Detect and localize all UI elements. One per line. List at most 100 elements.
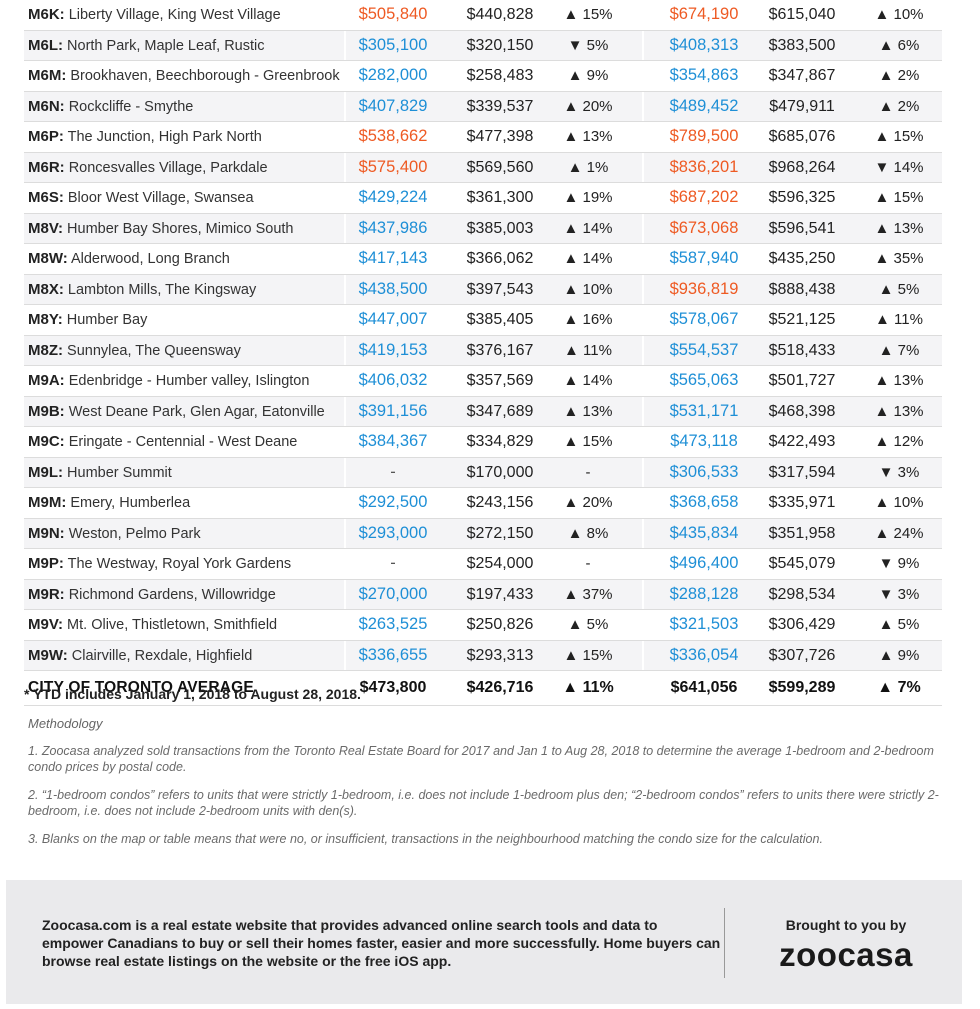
one-bed-ytd-price: $419,153 [358, 340, 428, 359]
one-bed-change-pct: 13% [582, 128, 613, 145]
column-divider [642, 427, 644, 457]
triangle-up-icon: ▲ [563, 219, 579, 237]
average-one-bed-ytd: $473,800 [359, 679, 427, 696]
triangle-up-icon: ▲ [563, 97, 579, 115]
neighbourhood-name: Humber Bay Shores, Mimico South [67, 220, 294, 237]
triangle-up-icon: ▲ [563, 6, 579, 23]
two-bed-2017-price: $479,911 [769, 97, 835, 115]
neighbourhood-name: The Junction, High Park North [67, 129, 262, 145]
column-divider [642, 640, 644, 670]
neighbourhood-cell: M9N: Weston, Pelmo Park [28, 519, 346, 549]
neighbourhood-cell: M9L: Humber Summit [28, 458, 346, 488]
brought-to-you-by: Brought to you by [785, 917, 907, 933]
two-bed-2017-price: $521,125 [768, 311, 836, 328]
one-bed-change-pct: 5% [586, 616, 609, 633]
one-bed-change: ▲ 37% [551, 580, 625, 610]
neighbourhood-name: North Park, Maple Leaf, Rustic [67, 37, 265, 54]
column-divider [642, 457, 644, 487]
two-bed-change: ▼ 9% [862, 549, 936, 579]
footer-divider [724, 908, 725, 978]
column-divider [642, 61, 644, 91]
one-bed-change: ▲ 10% [551, 275, 625, 305]
methodology-note-3: 3. Blanks on the map or table means that… [28, 832, 823, 846]
two-bed-change: ▼ 3% [862, 458, 936, 488]
two-bed-change-pct: 14% [893, 158, 924, 176]
column-divider [344, 213, 346, 243]
one-bed-ytd-price: $270,000 [358, 584, 428, 603]
triangle-up-icon: ▲ [563, 189, 579, 206]
average-one-bed-change-pct: 11% [582, 679, 614, 696]
table-row: M9P: The Westway, Royal York Gardens - $25… [24, 549, 942, 580]
triangle-up-icon: ▲ [563, 494, 579, 511]
two-bed-change: ▲ 13% [862, 214, 936, 244]
one-bed-change-pct: 20% [582, 494, 613, 511]
one-bed-ytd-price: $438,500 [358, 279, 428, 298]
one-bed-change: ▲ 9% [551, 61, 625, 91]
two-bed-ytd-price: $473,118 [670, 432, 738, 450]
one-bed-ytd-price: $437,986 [358, 218, 428, 237]
one-bed-change-pct: 14% [582, 372, 613, 389]
column-divider [344, 305, 346, 335]
column-divider [642, 213, 644, 243]
two-bed-ytd-price: $288,128 [669, 584, 739, 603]
triangle-up-icon: ▲ [567, 616, 583, 633]
two-bed-ytd-price: $489,452 [669, 96, 739, 115]
neighbourhood-name: Weston, Pelmo Park [68, 525, 201, 542]
two-bed-change: ▲ 10% [862, 0, 936, 30]
two-bed-2017-price: $306,429 [768, 616, 836, 633]
one-bed-change: ▼ 5% [551, 31, 625, 61]
one-bed-change: ▲ 20% [551, 92, 625, 122]
column-divider [344, 488, 346, 518]
table-row: M9M: Emery, Humberlea $292,500 $243,156 ▲ 2… [24, 488, 942, 519]
one-bed-change-pct: 8% [586, 524, 609, 542]
triangle-up-icon: ▲ [878, 36, 894, 54]
triangle-up-icon: ▲ [874, 524, 890, 542]
one-bed-change: ▲ 15% [551, 0, 625, 30]
column-divider [642, 579, 644, 609]
postal-code: M6R: [28, 158, 65, 176]
neighbourhood-cell: M6K: Liberty Village, King West Village [28, 0, 346, 30]
table-row: M9R: Richmond Gardens, Willowridge $270,0… [24, 579, 942, 610]
one-bed-2017-price: $250,826 [466, 616, 534, 633]
two-bed-ytd-price: $789,500 [669, 127, 739, 145]
two-bed-change-pct: 15% [893, 128, 924, 145]
zoocasa-logo: zoocasa [779, 936, 913, 973]
two-bed-change-pct: 12% [893, 433, 924, 450]
one-bed-ytd-price: $293,000 [358, 523, 428, 542]
one-bed-change-pct: 20% [582, 97, 613, 115]
one-bed-ytd-price: $391,156 [358, 401, 428, 420]
two-bed-2017-price: $596,325 [768, 189, 836, 206]
neighbourhood-cell: M9C: Eringate - Centennial - West Deane [28, 427, 346, 457]
column-divider [344, 640, 346, 670]
neighbourhood-name: Eringate - Centennial - West Deane [68, 434, 298, 450]
average-one-bed-change: ▲ 11% [551, 671, 625, 705]
two-bed-2017-price: $422,493 [768, 433, 836, 450]
one-bed-2017-price: $385,405 [466, 311, 534, 328]
triangle-up-icon: ▲ [878, 97, 894, 115]
two-bed-ytd-price: $306,533 [669, 462, 739, 481]
two-bed-change-pct: 5% [897, 280, 920, 298]
column-divider [642, 335, 644, 365]
two-bed-2017-price: $335,971 [768, 494, 836, 511]
one-bed-ytd-price: $292,500 [358, 493, 428, 511]
average-two-bed-ytd: $641,056 [670, 679, 738, 696]
two-bed-change: ▲ 10% [862, 488, 936, 518]
one-bed-change: ▲ 20% [551, 488, 625, 518]
table-row: M6L: North Park, Maple Leaf, Rustic $305,… [24, 30, 942, 61]
postal-code: M9C: [28, 433, 65, 450]
two-bed-change-pct: 10% [893, 6, 924, 23]
table-row: M6R: Roncesvalles Village, Parkdale $575,… [24, 152, 942, 183]
neighbourhood-cell: M9A: Edenbridge - Humber valley, Islingt… [28, 366, 346, 396]
column-divider [642, 518, 644, 548]
column-divider [642, 152, 644, 182]
triangle-up-icon: ▲ [563, 372, 579, 389]
two-bed-2017-price: $501,727 [768, 372, 836, 389]
two-bed-ytd-price: $408,313 [669, 35, 739, 54]
two-bed-change: ▲ 12% [862, 427, 936, 457]
column-divider [642, 122, 644, 152]
table-row: M6P: The Junction, High Park North $538,6… [24, 122, 942, 153]
one-bed-change-pct: 15% [582, 433, 613, 450]
postal-code: M8Z: [28, 341, 63, 359]
one-bed-change-pct: 5% [586, 36, 609, 54]
one-bed-change-pct: 15% [582, 646, 613, 664]
